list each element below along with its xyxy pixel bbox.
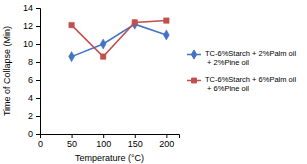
tick-mark: [103, 134, 104, 138]
y-axis: 0 2 4 6 8 10 12 14: [23, 3, 41, 139]
tick-label: 150: [128, 139, 143, 149]
tick-mark: [36, 134, 40, 135]
series-point: [100, 54, 105, 59]
tick-mark: [166, 134, 167, 138]
tick-mark: [36, 98, 40, 99]
legend-label-line: + 6%Pine oil: [205, 84, 249, 93]
tick-mark: [36, 44, 40, 45]
tick-label: 0: [28, 129, 33, 139]
series-point: [69, 52, 75, 62]
tick: 0: [38, 134, 43, 149]
legend-label: TC-6%Starch + 2%Palm oil + 2%Pine oil: [205, 49, 296, 67]
tick: 200: [159, 134, 174, 149]
tick-label: 4: [28, 93, 33, 103]
x-axis-title: Temperature (°C): [75, 153, 144, 163]
tick-label: 10: [23, 39, 33, 49]
legend-item: TC-6%Starch + 2%Palm oil + 2%Pine oil: [187, 49, 296, 67]
legend-label-line: TC-6%Starch + 6%Palm oil: [205, 75, 296, 84]
tick-mark: [36, 26, 40, 27]
legend-item: TC-6%Starch + 6%Palm oil + 6%Pine oil: [187, 75, 296, 93]
axis-domain: [41, 135, 180, 139]
series-point: [164, 18, 169, 23]
legend: TC-6%Starch + 2%Palm oil + 2%Pine oilTC-…: [187, 49, 296, 93]
tick: 0: [28, 129, 40, 139]
series-point: [132, 19, 138, 29]
x-axis: 0 50 100 150 200: [38, 134, 180, 149]
series-point: [132, 20, 137, 25]
tick: 100: [96, 134, 111, 149]
legend-marker: [191, 50, 196, 59]
tick-label: 200: [159, 139, 174, 149]
series-line: [72, 21, 167, 57]
legend-label-line: TC-6%Starch + 2%Palm oil: [205, 49, 296, 58]
y-axis-title: Time of Collapse (Min): [2, 26, 12, 116]
legend-label-line: + 2%Pine oil: [205, 58, 249, 67]
tick-label: 100: [96, 139, 111, 149]
tick-label: 14: [23, 3, 33, 13]
tick-mark: [36, 8, 40, 9]
tick-mark: [36, 62, 40, 63]
tick: 10: [23, 39, 40, 49]
series-point: [100, 39, 106, 49]
tick-label: 2: [28, 111, 33, 121]
chart-svg: 0 50 100 150 200 0 2 4 6 8 10 12 14 Temperature (°C) T…: [0, 0, 307, 164]
tick-mark: [36, 80, 40, 81]
tick-label: 50: [67, 139, 77, 149]
series-point: [69, 22, 74, 27]
tick-mark: [135, 134, 136, 138]
tick-mark: [36, 116, 40, 117]
tick: 12: [23, 21, 40, 31]
tick: 50: [67, 134, 77, 149]
tick-label: 6: [28, 75, 33, 85]
tick-mark: [72, 134, 73, 138]
tick-label: 12: [23, 21, 33, 31]
tick-label: 0: [38, 139, 43, 149]
plot-area: [69, 18, 170, 62]
tick-label: 8: [28, 57, 33, 67]
chart-container: 0 50 100 150 200 0 2 4 6 8 10 12 14 Temperature (°C) T…: [0, 0, 307, 164]
tick: 6: [28, 75, 40, 85]
legend-label: TC-6%Starch + 6%Palm oil + 6%Pine oil: [205, 75, 296, 93]
tick: 14: [23, 3, 40, 13]
series-point: [163, 30, 169, 40]
tick: 4: [28, 93, 40, 103]
tick: 150: [128, 134, 143, 149]
axis-domain: [36, 9, 41, 135]
tick: 8: [28, 57, 40, 67]
legend-marker: [192, 78, 197, 83]
tick: 2: [28, 111, 40, 121]
